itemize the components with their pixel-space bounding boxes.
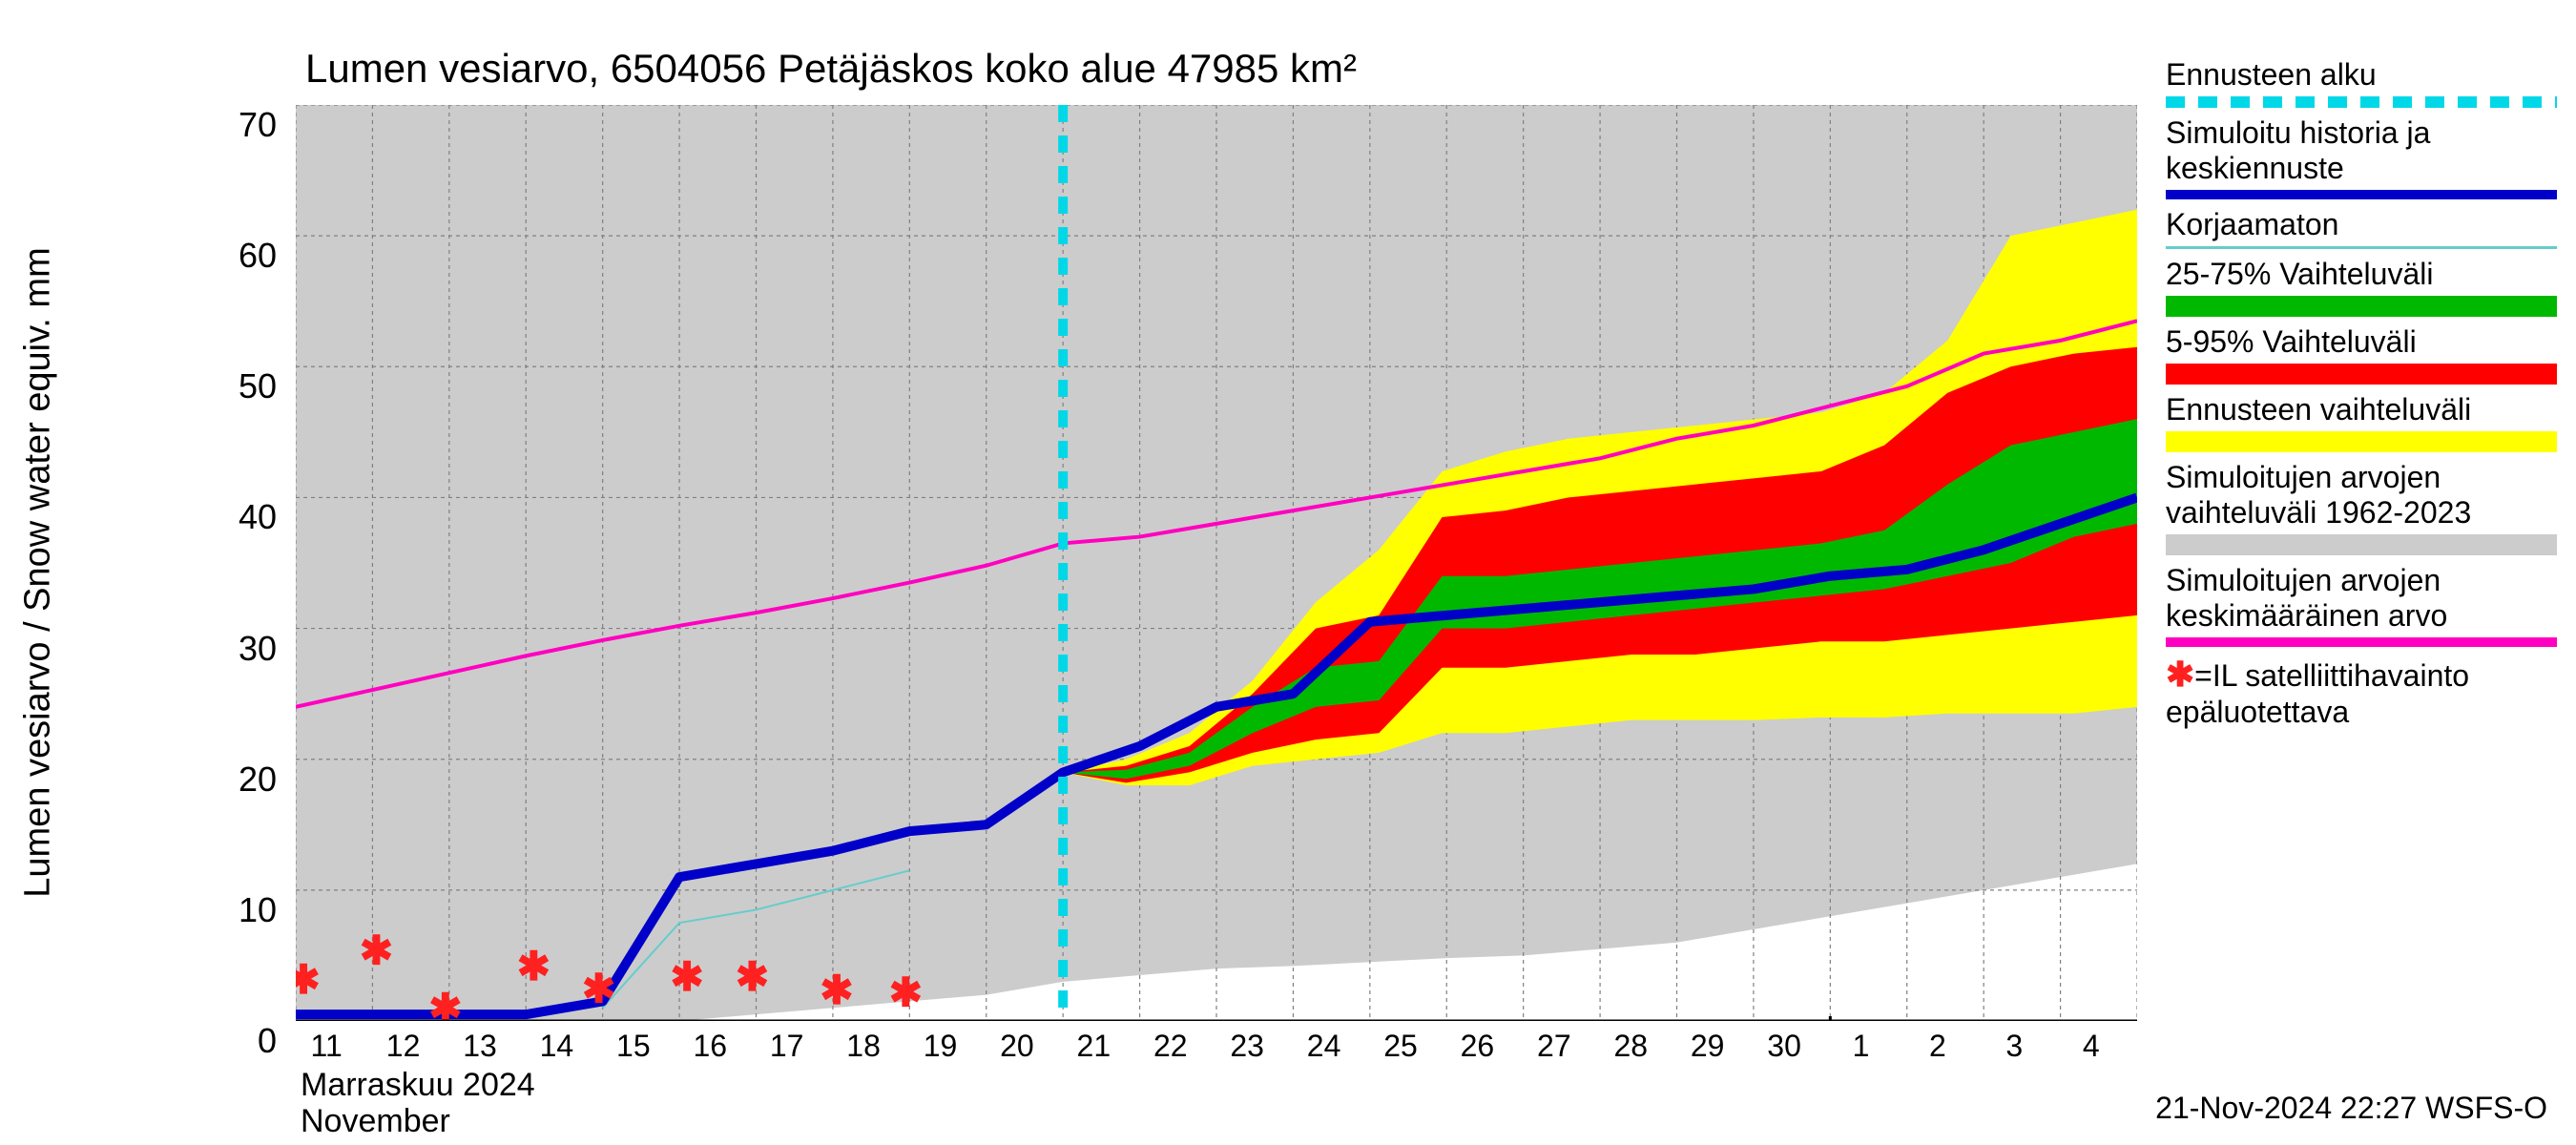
chart-container: Lumen vesiarvo, 6504056 Petäjäskos koko … bbox=[0, 0, 2576, 1145]
legend-marker-icon: ✱ bbox=[2166, 655, 2194, 694]
sat-marker: ✱ bbox=[671, 954, 704, 999]
legend-text: 25-75% Vaihteluväli bbox=[2166, 257, 2433, 291]
legend-item: Simuloitu historia ja keskiennuste bbox=[2166, 115, 2557, 199]
timestamp: 21-Nov-2024 22:27 WSFS-O bbox=[2155, 1091, 2547, 1126]
legend-label: Simuloitu historia ja keskiennuste bbox=[2166, 115, 2557, 186]
legend-item: Ennusteen alku bbox=[2166, 57, 2557, 108]
x-tick-label: 18 bbox=[846, 1029, 881, 1064]
x-tick-label: 27 bbox=[1537, 1029, 1571, 1064]
x-tick-label: 1 bbox=[1853, 1029, 1870, 1064]
legend-label: Ennusteen vaihteluväli bbox=[2166, 392, 2557, 427]
legend-swatch bbox=[2166, 364, 2557, 385]
legend-text: Ennusteen vaihteluväli bbox=[2166, 392, 2471, 427]
legend-swatch bbox=[2166, 96, 2557, 108]
legend-item: Ennusteen vaihteluväli bbox=[2166, 392, 2557, 452]
legend-text: Ennusteen alku bbox=[2166, 57, 2377, 92]
legend-label: Ennusteen alku bbox=[2166, 57, 2557, 93]
legend-swatch bbox=[2166, 637, 2557, 647]
x-tick-label: 23 bbox=[1230, 1029, 1264, 1064]
sat-marker: ✱ bbox=[736, 954, 769, 999]
x-tick-label: 22 bbox=[1153, 1029, 1188, 1064]
legend-text: Simuloitujen arvojen keskimääräinen arvo bbox=[2166, 563, 2447, 633]
legend-text: Korjaamaton bbox=[2166, 207, 2338, 241]
sat-marker: ✱ bbox=[582, 966, 615, 1010]
x-tick-label: 25 bbox=[1383, 1029, 1418, 1064]
legend-item: 5-95% Vaihteluväli bbox=[2166, 324, 2557, 385]
legend-item: 25-75% Vaihteluväli bbox=[2166, 257, 2557, 317]
legend-label: ✱=IL satelliittihavainto epäluotettava bbox=[2166, 655, 2557, 730]
x-tick-label: 16 bbox=[693, 1029, 727, 1064]
sat-marker: ✱ bbox=[360, 928, 393, 973]
legend-swatch bbox=[2166, 431, 2557, 452]
sat-marker: ✱ bbox=[428, 986, 462, 1021]
legend-text: Simuloitu historia ja keskiennuste bbox=[2166, 115, 2430, 185]
legend-text: Simuloitujen arvojen vaihteluväli 1962-2… bbox=[2166, 460, 2471, 530]
x-tick-label: 20 bbox=[1000, 1029, 1034, 1064]
x-tick-label: 4 bbox=[2083, 1029, 2100, 1064]
legend-item: Korjaamaton bbox=[2166, 207, 2557, 249]
legend-item: Simuloitujen arvojen vaihteluväli 1962-2… bbox=[2166, 460, 2557, 555]
x-tick-label: 17 bbox=[770, 1029, 804, 1064]
sat-marker: ✱ bbox=[820, 968, 853, 1012]
legend-label: 25-75% Vaihteluväli bbox=[2166, 257, 2557, 292]
legend-swatch bbox=[2166, 190, 2557, 199]
legend-label: Simuloitujen arvojen keskimääräinen arvo bbox=[2166, 563, 2557, 634]
legend-text: 5-95% Vaihteluväli bbox=[2166, 324, 2417, 359]
x-tick-label: 12 bbox=[386, 1029, 421, 1064]
x-tick-label: 21 bbox=[1077, 1029, 1111, 1064]
legend-label: Simuloitujen arvojen vaihteluväli 1962-2… bbox=[2166, 460, 2557, 531]
y-axis-label: Lumen vesiarvo / Snow water equiv. mm bbox=[18, 247, 59, 897]
x-tick-label: 13 bbox=[463, 1029, 497, 1064]
plot-area: ✱ ✱ ✱ ✱ ✱ ✱ ✱ ✱ ✱ bbox=[296, 105, 2137, 1021]
sat-marker: ✱ bbox=[517, 944, 551, 989]
x-tick-label: 26 bbox=[1461, 1029, 1495, 1064]
legend-label: Korjaamaton bbox=[2166, 207, 2557, 242]
legend-swatch bbox=[2166, 246, 2557, 249]
x-tick-label: 29 bbox=[1691, 1029, 1725, 1064]
sat-marker: ✱ bbox=[296, 957, 321, 1002]
x-tick-label: 24 bbox=[1307, 1029, 1341, 1064]
x-tick-label: 14 bbox=[540, 1029, 574, 1064]
x-tick-label: 28 bbox=[1613, 1029, 1648, 1064]
legend-swatch bbox=[2166, 534, 2557, 555]
legend: Ennusteen alku Simuloitu historia ja kesk… bbox=[2166, 57, 2557, 738]
legend-text: =IL satelliittihavainto epäluotettava bbox=[2166, 658, 2469, 729]
x-tick-label: 11 bbox=[311, 1029, 343, 1064]
x-tick-label: 19 bbox=[924, 1029, 958, 1064]
x-tick-label: 15 bbox=[616, 1029, 651, 1064]
month-label-fi: Marraskuu 2024 bbox=[301, 1067, 535, 1104]
x-tick-label: 2 bbox=[1929, 1029, 1946, 1064]
legend-swatch bbox=[2166, 296, 2557, 317]
legend-item: ✱=IL satelliittihavainto epäluotettava bbox=[2166, 655, 2557, 730]
sat-marker: ✱ bbox=[889, 970, 923, 1015]
x-tick-label: 30 bbox=[1767, 1029, 1801, 1064]
x-tick-label: 3 bbox=[2005, 1029, 2023, 1064]
legend-item: Simuloitujen arvojen keskimääräinen arvo bbox=[2166, 563, 2557, 647]
legend-label: 5-95% Vaihteluväli bbox=[2166, 324, 2557, 360]
month-label-en: November bbox=[301, 1103, 450, 1140]
chart-title: Lumen vesiarvo, 6504056 Petäjäskos koko … bbox=[305, 46, 1357, 92]
